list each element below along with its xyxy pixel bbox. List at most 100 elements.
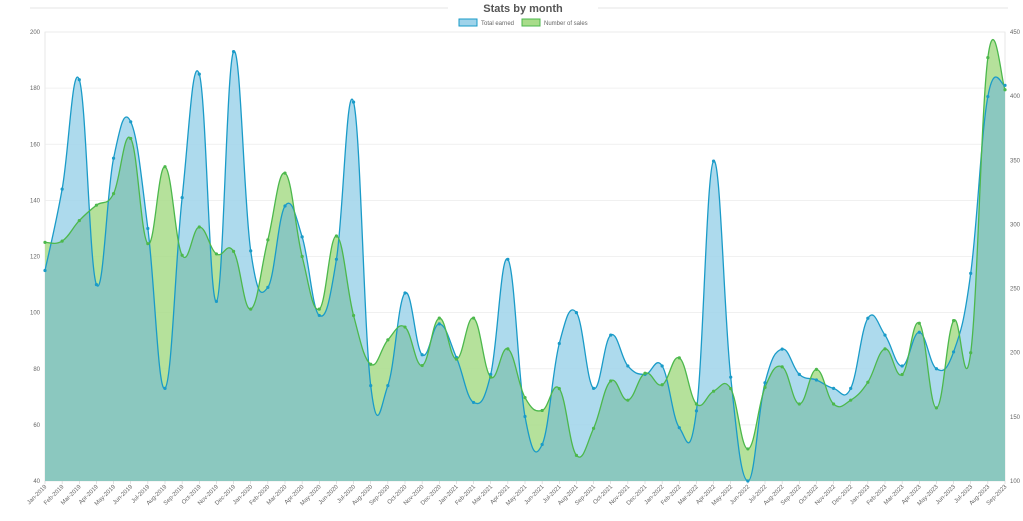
point-number-of-sales-10[interactable] <box>214 252 219 256</box>
point-number-of-sales-46[interactable] <box>831 402 836 406</box>
point-total-earned-41[interactable] <box>746 479 750 483</box>
point-number-of-sales-52[interactable] <box>934 406 939 410</box>
point-number-of-sales-3[interactable] <box>94 203 99 207</box>
point-number-of-sales-34[interactable] <box>626 398 630 402</box>
point-number-of-sales-22[interactable] <box>420 363 424 368</box>
point-total-earned-32[interactable] <box>591 386 596 390</box>
point-number-of-sales-25[interactable] <box>471 316 476 320</box>
point-number-of-sales-16[interactable] <box>317 307 321 311</box>
legend-item-total-earned[interactable]: Total earned <box>458 18 514 27</box>
point-number-of-sales-19[interactable] <box>369 362 373 366</box>
point-number-of-sales-29[interactable] <box>540 408 544 413</box>
point-number-of-sales-26[interactable] <box>489 375 493 379</box>
point-total-earned-0[interactable] <box>43 268 47 273</box>
point-number-of-sales-35[interactable] <box>643 371 647 375</box>
point-number-of-sales-6[interactable] <box>146 242 150 246</box>
point-total-earned-15[interactable] <box>300 235 304 239</box>
point-total-earned-19[interactable] <box>369 383 373 388</box>
point-number-of-sales-37[interactable] <box>677 356 681 360</box>
point-number-of-sales-39[interactable] <box>711 389 716 393</box>
point-total-earned-46[interactable] <box>831 386 836 390</box>
point-total-earned-55[interactable] <box>986 94 990 99</box>
point-total-earned-44[interactable] <box>797 372 801 376</box>
point-total-earned-23[interactable] <box>437 322 441 326</box>
point-number-of-sales-7[interactable] <box>163 165 167 169</box>
point-total-earned-11[interactable] <box>231 50 236 54</box>
point-total-earned-29[interactable] <box>540 442 544 447</box>
point-number-of-sales-51[interactable] <box>917 321 921 325</box>
point-number-of-sales-56[interactable] <box>1003 88 1007 92</box>
point-total-earned-8[interactable] <box>180 195 184 200</box>
point-number-of-sales-49[interactable] <box>883 347 887 351</box>
point-number-of-sales-20[interactable] <box>386 338 390 342</box>
point-total-earned-56[interactable] <box>1003 83 1007 87</box>
point-total-earned-36[interactable] <box>660 364 664 368</box>
point-number-of-sales-17[interactable] <box>334 234 339 238</box>
point-total-earned-6[interactable] <box>146 226 150 231</box>
point-total-earned-42[interactable] <box>763 381 767 385</box>
point-number-of-sales-53[interactable] <box>951 319 956 323</box>
point-number-of-sales-18[interactable] <box>351 313 356 318</box>
point-total-earned-40[interactable] <box>729 375 733 379</box>
point-total-earned-21[interactable] <box>403 291 407 295</box>
point-total-earned-9[interactable] <box>197 72 201 76</box>
point-number-of-sales-15[interactable] <box>300 254 304 259</box>
point-total-earned-53[interactable] <box>951 350 956 354</box>
point-total-earned-22[interactable] <box>420 353 424 357</box>
point-number-of-sales-54[interactable] <box>969 351 973 355</box>
point-total-earned-39[interactable] <box>711 159 716 163</box>
point-total-earned-33[interactable] <box>609 333 613 337</box>
point-total-earned-48[interactable] <box>866 316 870 320</box>
point-number-of-sales-11[interactable] <box>231 249 236 253</box>
point-total-earned-5[interactable] <box>129 120 133 124</box>
point-number-of-sales-50[interactable] <box>900 372 904 377</box>
point-total-earned-25[interactable] <box>471 400 476 405</box>
point-total-earned-30[interactable] <box>557 341 561 346</box>
point-total-earned-12[interactable] <box>249 249 253 253</box>
point-total-earned-54[interactable] <box>969 271 973 275</box>
point-number-of-sales-38[interactable] <box>694 402 699 406</box>
point-number-of-sales-44[interactable] <box>797 402 801 406</box>
point-total-earned-31[interactable] <box>574 311 579 315</box>
legend-item-number-of-sales[interactable]: Number of sales <box>521 18 588 27</box>
point-number-of-sales-36[interactable] <box>660 383 664 387</box>
point-total-earned-34[interactable] <box>626 364 630 368</box>
point-number-of-sales-31[interactable] <box>574 453 579 457</box>
point-total-earned-2[interactable] <box>77 78 81 82</box>
point-total-earned-26[interactable] <box>489 372 493 376</box>
point-total-earned-13[interactable] <box>266 285 270 289</box>
point-number-of-sales-2[interactable] <box>77 218 81 223</box>
point-number-of-sales-48[interactable] <box>866 380 870 384</box>
point-number-of-sales-9[interactable] <box>197 225 201 229</box>
point-total-earned-43[interactable] <box>780 347 784 351</box>
point-total-earned-20[interactable] <box>386 383 390 388</box>
point-total-earned-16[interactable] <box>317 313 321 318</box>
point-number-of-sales-23[interactable] <box>437 316 441 320</box>
point-number-of-sales-24[interactable] <box>454 357 459 361</box>
point-total-earned-45[interactable] <box>814 378 819 382</box>
point-total-earned-4[interactable] <box>111 156 116 160</box>
point-number-of-sales-55[interactable] <box>986 56 990 60</box>
point-number-of-sales-47[interactable] <box>849 398 853 402</box>
point-total-earned-14[interactable] <box>283 204 287 208</box>
point-total-earned-28[interactable] <box>523 414 527 419</box>
point-number-of-sales-40[interactable] <box>729 387 733 391</box>
point-number-of-sales-1[interactable] <box>60 239 64 243</box>
point-total-earned-7[interactable] <box>163 386 167 390</box>
point-number-of-sales-13[interactable] <box>266 238 270 242</box>
point-number-of-sales-5[interactable] <box>129 136 133 141</box>
point-number-of-sales-27[interactable] <box>506 347 510 351</box>
point-number-of-sales-12[interactable] <box>249 307 253 311</box>
point-number-of-sales-14[interactable] <box>283 171 287 175</box>
point-number-of-sales-28[interactable] <box>523 396 527 400</box>
point-total-earned-1[interactable] <box>60 187 64 191</box>
point-number-of-sales-43[interactable] <box>780 365 784 369</box>
point-total-earned-17[interactable] <box>334 257 339 261</box>
point-number-of-sales-41[interactable] <box>746 447 750 451</box>
point-number-of-sales-33[interactable] <box>609 379 613 383</box>
point-total-earned-10[interactable] <box>214 299 219 303</box>
point-number-of-sales-21[interactable] <box>403 325 407 329</box>
point-total-earned-50[interactable] <box>900 364 904 368</box>
point-total-earned-51[interactable] <box>917 330 921 334</box>
point-total-earned-37[interactable] <box>677 426 681 430</box>
